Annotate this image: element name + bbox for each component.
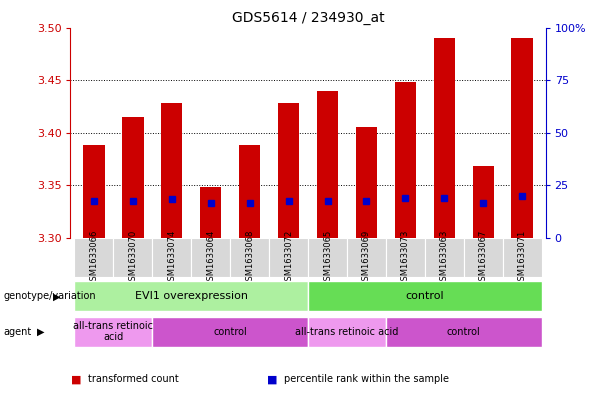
Text: control: control [406, 291, 444, 301]
Text: agent: agent [3, 327, 31, 337]
Text: GSM1633071: GSM1633071 [518, 229, 527, 286]
Bar [386, 238, 425, 277]
Text: control: control [447, 327, 481, 337]
Text: ■: ■ [267, 374, 277, 384]
Bar [152, 317, 308, 347]
Text: GSM1633064: GSM1633064 [206, 229, 215, 286]
Title: GDS5614 / 234930_at: GDS5614 / 234930_at [232, 11, 384, 25]
Text: GSM1633068: GSM1633068 [245, 229, 254, 286]
Bar [152, 238, 191, 277]
Bar [230, 238, 269, 277]
Text: percentile rank within the sample: percentile rank within the sample [284, 374, 449, 384]
Bar [473, 166, 494, 238]
Bar [308, 238, 347, 277]
Bar [503, 238, 542, 277]
Text: all-trans retinoic
acid: all-trans retinoic acid [74, 321, 153, 342]
Text: GSM1633063: GSM1633063 [440, 229, 449, 286]
Text: GSM1633067: GSM1633067 [479, 229, 488, 286]
Bar [83, 145, 105, 238]
Text: GSM1633070: GSM1633070 [128, 229, 137, 286]
Text: EVI1 overexpression: EVI1 overexpression [135, 291, 248, 301]
Bar [356, 127, 377, 238]
Bar [464, 238, 503, 277]
Bar [239, 145, 261, 238]
Bar [395, 82, 416, 238]
Bar [386, 317, 542, 347]
Bar [74, 238, 113, 277]
Bar [308, 317, 386, 347]
Text: ▶: ▶ [37, 327, 45, 337]
Bar [122, 117, 143, 238]
Bar [161, 103, 183, 238]
Text: genotype/variation: genotype/variation [3, 291, 96, 301]
Bar [317, 90, 338, 238]
Bar [308, 281, 542, 311]
Text: GSM1633065: GSM1633065 [323, 229, 332, 286]
Bar [278, 103, 299, 238]
Bar [200, 187, 221, 238]
Bar [191, 238, 230, 277]
Text: GSM1633073: GSM1633073 [401, 229, 410, 286]
Text: ■: ■ [70, 374, 81, 384]
Text: GSM1633072: GSM1633072 [284, 229, 293, 286]
Bar [74, 281, 308, 311]
Text: ▶: ▶ [53, 291, 60, 301]
Text: transformed count: transformed count [88, 374, 178, 384]
Text: GSM1633069: GSM1633069 [362, 229, 371, 286]
Text: control: control [213, 327, 247, 337]
Bar [347, 238, 386, 277]
Text: GSM1633074: GSM1633074 [167, 229, 177, 286]
Text: GSM1633066: GSM1633066 [89, 229, 98, 286]
Bar [425, 238, 464, 277]
Text: all-trans retinoic acid: all-trans retinoic acid [295, 327, 398, 337]
Bar [113, 238, 152, 277]
Bar [74, 317, 152, 347]
Bar [511, 38, 533, 238]
Bar [433, 38, 455, 238]
Bar [269, 238, 308, 277]
